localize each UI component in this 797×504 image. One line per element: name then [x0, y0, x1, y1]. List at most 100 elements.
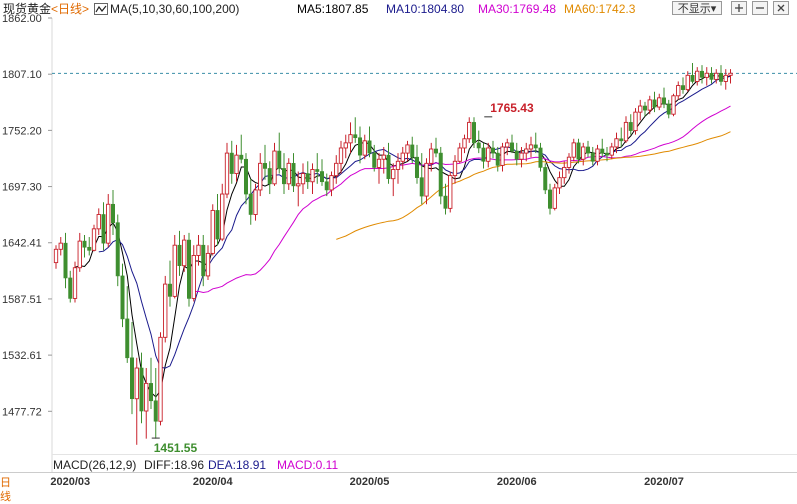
- candle: [130, 321, 135, 415]
- macd-params: MACD(26,12,9): [53, 458, 137, 472]
- candle-body-up: [258, 162, 263, 191]
- candle-body-down: [120, 275, 125, 320]
- candle-body-down: [514, 150, 519, 160]
- candle: [87, 237, 92, 256]
- candle-body-up: [329, 175, 334, 191]
- candle-body-down: [590, 152, 595, 162]
- candle: [168, 260, 173, 307]
- candle: [224, 142, 230, 199]
- candle: [286, 158, 291, 190]
- candle: [595, 144, 600, 166]
- period-tab[interactable]: 日线: [0, 477, 11, 503]
- ma-legend: MA(5,10,30,60,100,200): [110, 2, 240, 16]
- high-price-label: 1765.43: [490, 101, 534, 115]
- candle-body-up: [581, 146, 586, 160]
- candle-body-down: [628, 122, 633, 131]
- macd-diff: DIFF:18.96: [144, 458, 205, 472]
- candle-body-up: [400, 152, 405, 162]
- candle-body-down: [201, 244, 206, 277]
- candle-body-down: [680, 85, 685, 90]
- candle-body-up: [614, 138, 619, 148]
- candle-body-down: [68, 277, 73, 299]
- candle: [505, 138, 510, 156]
- period-label[interactable]: <日线>: [51, 2, 90, 16]
- candle-body-up: [467, 121, 472, 140]
- candle: [338, 140, 344, 174]
- candle: [647, 95, 652, 115]
- candle: [704, 67, 709, 86]
- candle-body-up: [77, 240, 82, 269]
- candle: [319, 159, 324, 186]
- candle-body-down: [248, 193, 253, 215]
- ma60-value: MA60:1742.3: [564, 2, 636, 16]
- chart-header: 现货黄金 <日线> MA(5,10,30,60,100,200) MA5:180…: [0, 0, 797, 18]
- candle-body-up: [714, 72, 719, 80]
- candle-body-up: [338, 147, 344, 164]
- candle: [576, 138, 581, 164]
- candle: [196, 234, 201, 266]
- add-icon[interactable]: [731, 1, 747, 15]
- candle: [623, 116, 629, 143]
- candle-body-up: [343, 142, 348, 149]
- candle-body-up: [144, 382, 149, 412]
- hide-indicator-dropdown[interactable]: 不显示▾: [672, 1, 722, 15]
- ma-toggle-icon[interactable]: [94, 0, 108, 18]
- candle-body-up: [405, 144, 410, 154]
- candle-body-up: [96, 214, 101, 230]
- candle-body-up: [163, 283, 168, 338]
- minus-icon[interactable]: [752, 1, 768, 15]
- candle-body-down: [642, 105, 647, 111]
- candle-body-up: [310, 169, 315, 183]
- candle: [481, 142, 486, 169]
- candle: [291, 153, 296, 192]
- candle-body-down: [239, 154, 244, 160]
- candle: [395, 153, 401, 184]
- candlestick-chart[interactable]: 1862.00 1807.10 1752.20 1697.30 1642.41 1587.…: [0, 0, 797, 490]
- candle-body-down: [495, 152, 500, 166]
- candle-body-down: [315, 169, 320, 172]
- candle: [324, 173, 329, 197]
- candle: [101, 202, 106, 251]
- candle-body-down: [433, 148, 438, 154]
- candle-body-down: [410, 144, 415, 158]
- candle-body-up: [519, 152, 524, 160]
- candle: [728, 69, 733, 84]
- candle-body-up: [557, 177, 562, 189]
- candle: [638, 99, 643, 121]
- ma30-value: MA30:1769.48: [478, 2, 557, 16]
- candle-body-down: [130, 357, 135, 400]
- candle-body-up: [286, 162, 291, 185]
- candle-body-down: [509, 142, 514, 152]
- candle: [709, 67, 714, 84]
- candle-body-up: [58, 242, 63, 250]
- candle-body-down: [367, 140, 372, 154]
- candle-body-up: [191, 254, 196, 299]
- candle-body-up: [647, 99, 652, 111]
- candle: [509, 134, 514, 154]
- candle: [695, 67, 700, 86]
- candle-body-down: [538, 147, 543, 168]
- candle: [63, 232, 68, 289]
- candle: [519, 146, 524, 168]
- candle-body-up: [106, 203, 111, 244]
- candle: [448, 171, 453, 213]
- candle: [187, 232, 192, 307]
- candle: [642, 101, 647, 117]
- candle-body-down: [111, 203, 116, 223]
- candle: [111, 189, 116, 235]
- candle-body-down: [443, 195, 448, 209]
- candle: [690, 63, 695, 84]
- candle: [234, 144, 239, 182]
- candle-body-up: [234, 154, 239, 175]
- candle-body-down: [604, 152, 609, 156]
- candle-body-down: [490, 147, 495, 154]
- candle-body-up: [695, 70, 700, 82]
- candle: [524, 142, 529, 162]
- candle: [381, 146, 386, 174]
- y-tick-label: 1752.20: [2, 125, 42, 137]
- candle: [628, 114, 633, 135]
- close-icon[interactable]: [773, 1, 789, 15]
- candle: [58, 237, 63, 256]
- y-tick-label: 1697.30: [2, 182, 42, 194]
- candle-body-down: [699, 70, 704, 78]
